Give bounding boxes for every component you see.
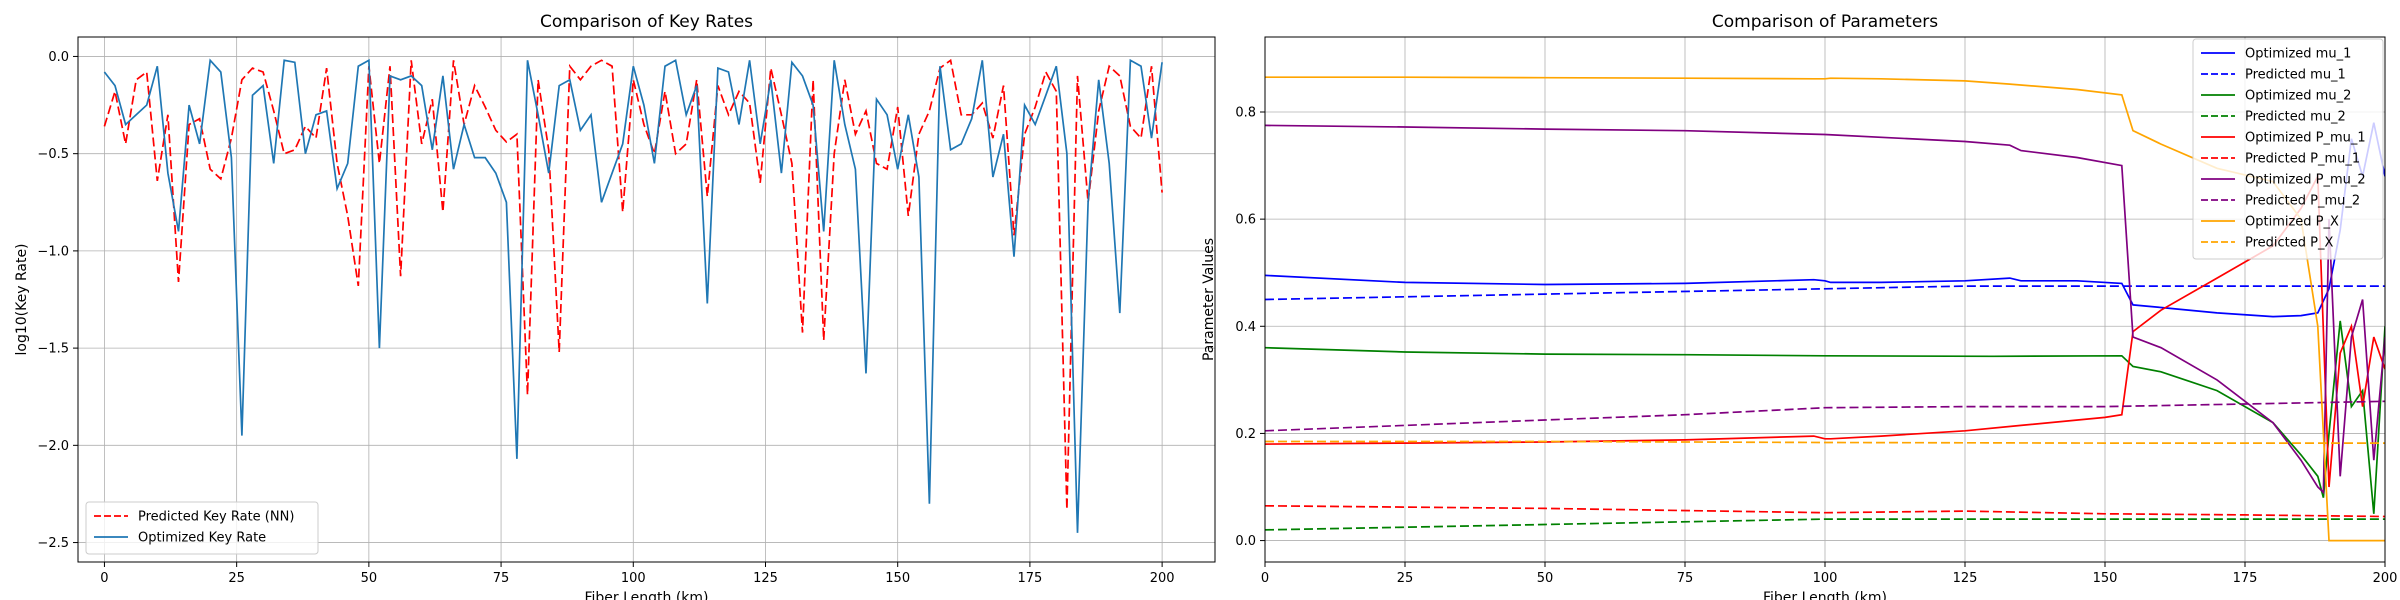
x-tick-label: 0 (1261, 571, 1269, 586)
legend-label: Optimized P_mu_2 (2245, 173, 2366, 188)
legend-label: Optimized mu_1 (2245, 47, 2351, 62)
y-tick-label: 0.4 (1235, 320, 1256, 335)
legend: Predicted Key Rate (NN) Optimized Key Rat… (85, 501, 319, 555)
y-tick-label: 0.6 (1235, 213, 1256, 228)
legend-box (2192, 38, 2384, 260)
x-tick-label: 150 (2093, 571, 2118, 586)
x-tick-label: 75 (493, 571, 510, 586)
series-line-optimized-mu-2 (1265, 320, 2385, 514)
legend-label: Predicted P_X (2245, 236, 2333, 251)
series-line-optimized-key-rate (103, 58, 1163, 533)
x-tick-label: 100 (621, 571, 646, 586)
x-tick-label: 175 (1017, 571, 1042, 586)
legend-label: Predicted mu_1 (2245, 68, 2346, 83)
x-tick-label: 100 (1813, 571, 1838, 586)
x-axis-label: Fiber Length (km) (584, 590, 708, 600)
series-line-predicted-mu-1 (1265, 285, 2385, 301)
x-tick-label: 150 (885, 571, 910, 586)
x-tick-label: 25 (1397, 571, 1414, 586)
legend-label: Optimized P_X (2245, 215, 2339, 230)
x-tick-label: 0 (100, 571, 108, 586)
key-rates-chart: Comparison of Key Rates 0 25 50 75 100 125 150 1… (14, 12, 1216, 600)
y-tick-label: −2.5 (37, 536, 69, 551)
x-tick-label: 125 (753, 571, 778, 586)
x-tick-label: 200 (1150, 571, 1175, 586)
legend-label: Predicted mu_2 (2245, 110, 2346, 125)
y-axis-label: Parameter Values (1201, 238, 1217, 361)
legend-label: Optimized P_mu_1 (2245, 131, 2366, 146)
x-axis-label: Fiber Length (km) (1763, 590, 1887, 600)
y-tick-label: −1.5 (37, 342, 69, 357)
plot-frame (77, 36, 1216, 563)
legend-label: Optimized mu_2 (2245, 89, 2351, 104)
y-tick-label: −2.0 (37, 439, 69, 454)
x-tick-label: 200 (2373, 571, 2398, 586)
y-tick-label: −0.5 (37, 147, 69, 162)
series-line-predicted-p-x (1265, 440, 2385, 444)
x-tick-label: 50 (361, 571, 378, 586)
series-line-optimized-p-mu-2 (1265, 124, 2385, 495)
legend-box (85, 501, 319, 555)
legend: Optimized mu_1 Predicted mu_1 Optimized mu… (2192, 38, 2384, 260)
legend-label: Predicted Key Rate (NN) (138, 510, 294, 525)
plot-frame (1264, 36, 2386, 563)
x-tick-label: 175 (2233, 571, 2258, 586)
series-line-optimized-p-mu-1 (1265, 173, 2385, 488)
y-tick-label: 0.0 (1235, 534, 1256, 549)
y-axis-label: log10(Key Rate) (14, 243, 30, 355)
parameters-chart: Comparison of Parameters 0 25 50 75 100 125 150… (1201, 12, 2397, 600)
legend-label: Optimized Key Rate (138, 531, 266, 546)
y-tick-label: 0.2 (1235, 427, 1256, 442)
series-line-predicted-p-mu-1 (1265, 504, 2385, 518)
chart-title: Comparison of Parameters (1712, 12, 1938, 32)
y-tick-label: −1.0 (37, 244, 69, 259)
x-tick-label: 25 (228, 571, 245, 586)
series-line-optimized-p-x (1265, 76, 2385, 542)
y-tick-label: 0.0 (48, 50, 69, 65)
series-line-predicted-p-mu-2 (1265, 400, 2385, 432)
series-line-predicted-key-rate-nn (103, 58, 1163, 510)
x-tick-label: 50 (1537, 571, 1554, 586)
x-tick-label: 125 (1953, 571, 1978, 586)
series-line-predicted-mu-2 (1265, 518, 2385, 531)
y-tick-label: 0.8 (1235, 106, 1256, 121)
legend-label: Predicted P_mu_1 (2245, 152, 2360, 167)
legend-label: Predicted P_mu_2 (2245, 194, 2360, 209)
chart-title: Comparison of Key Rates (540, 12, 753, 32)
x-tick-label: 75 (1677, 571, 1694, 586)
